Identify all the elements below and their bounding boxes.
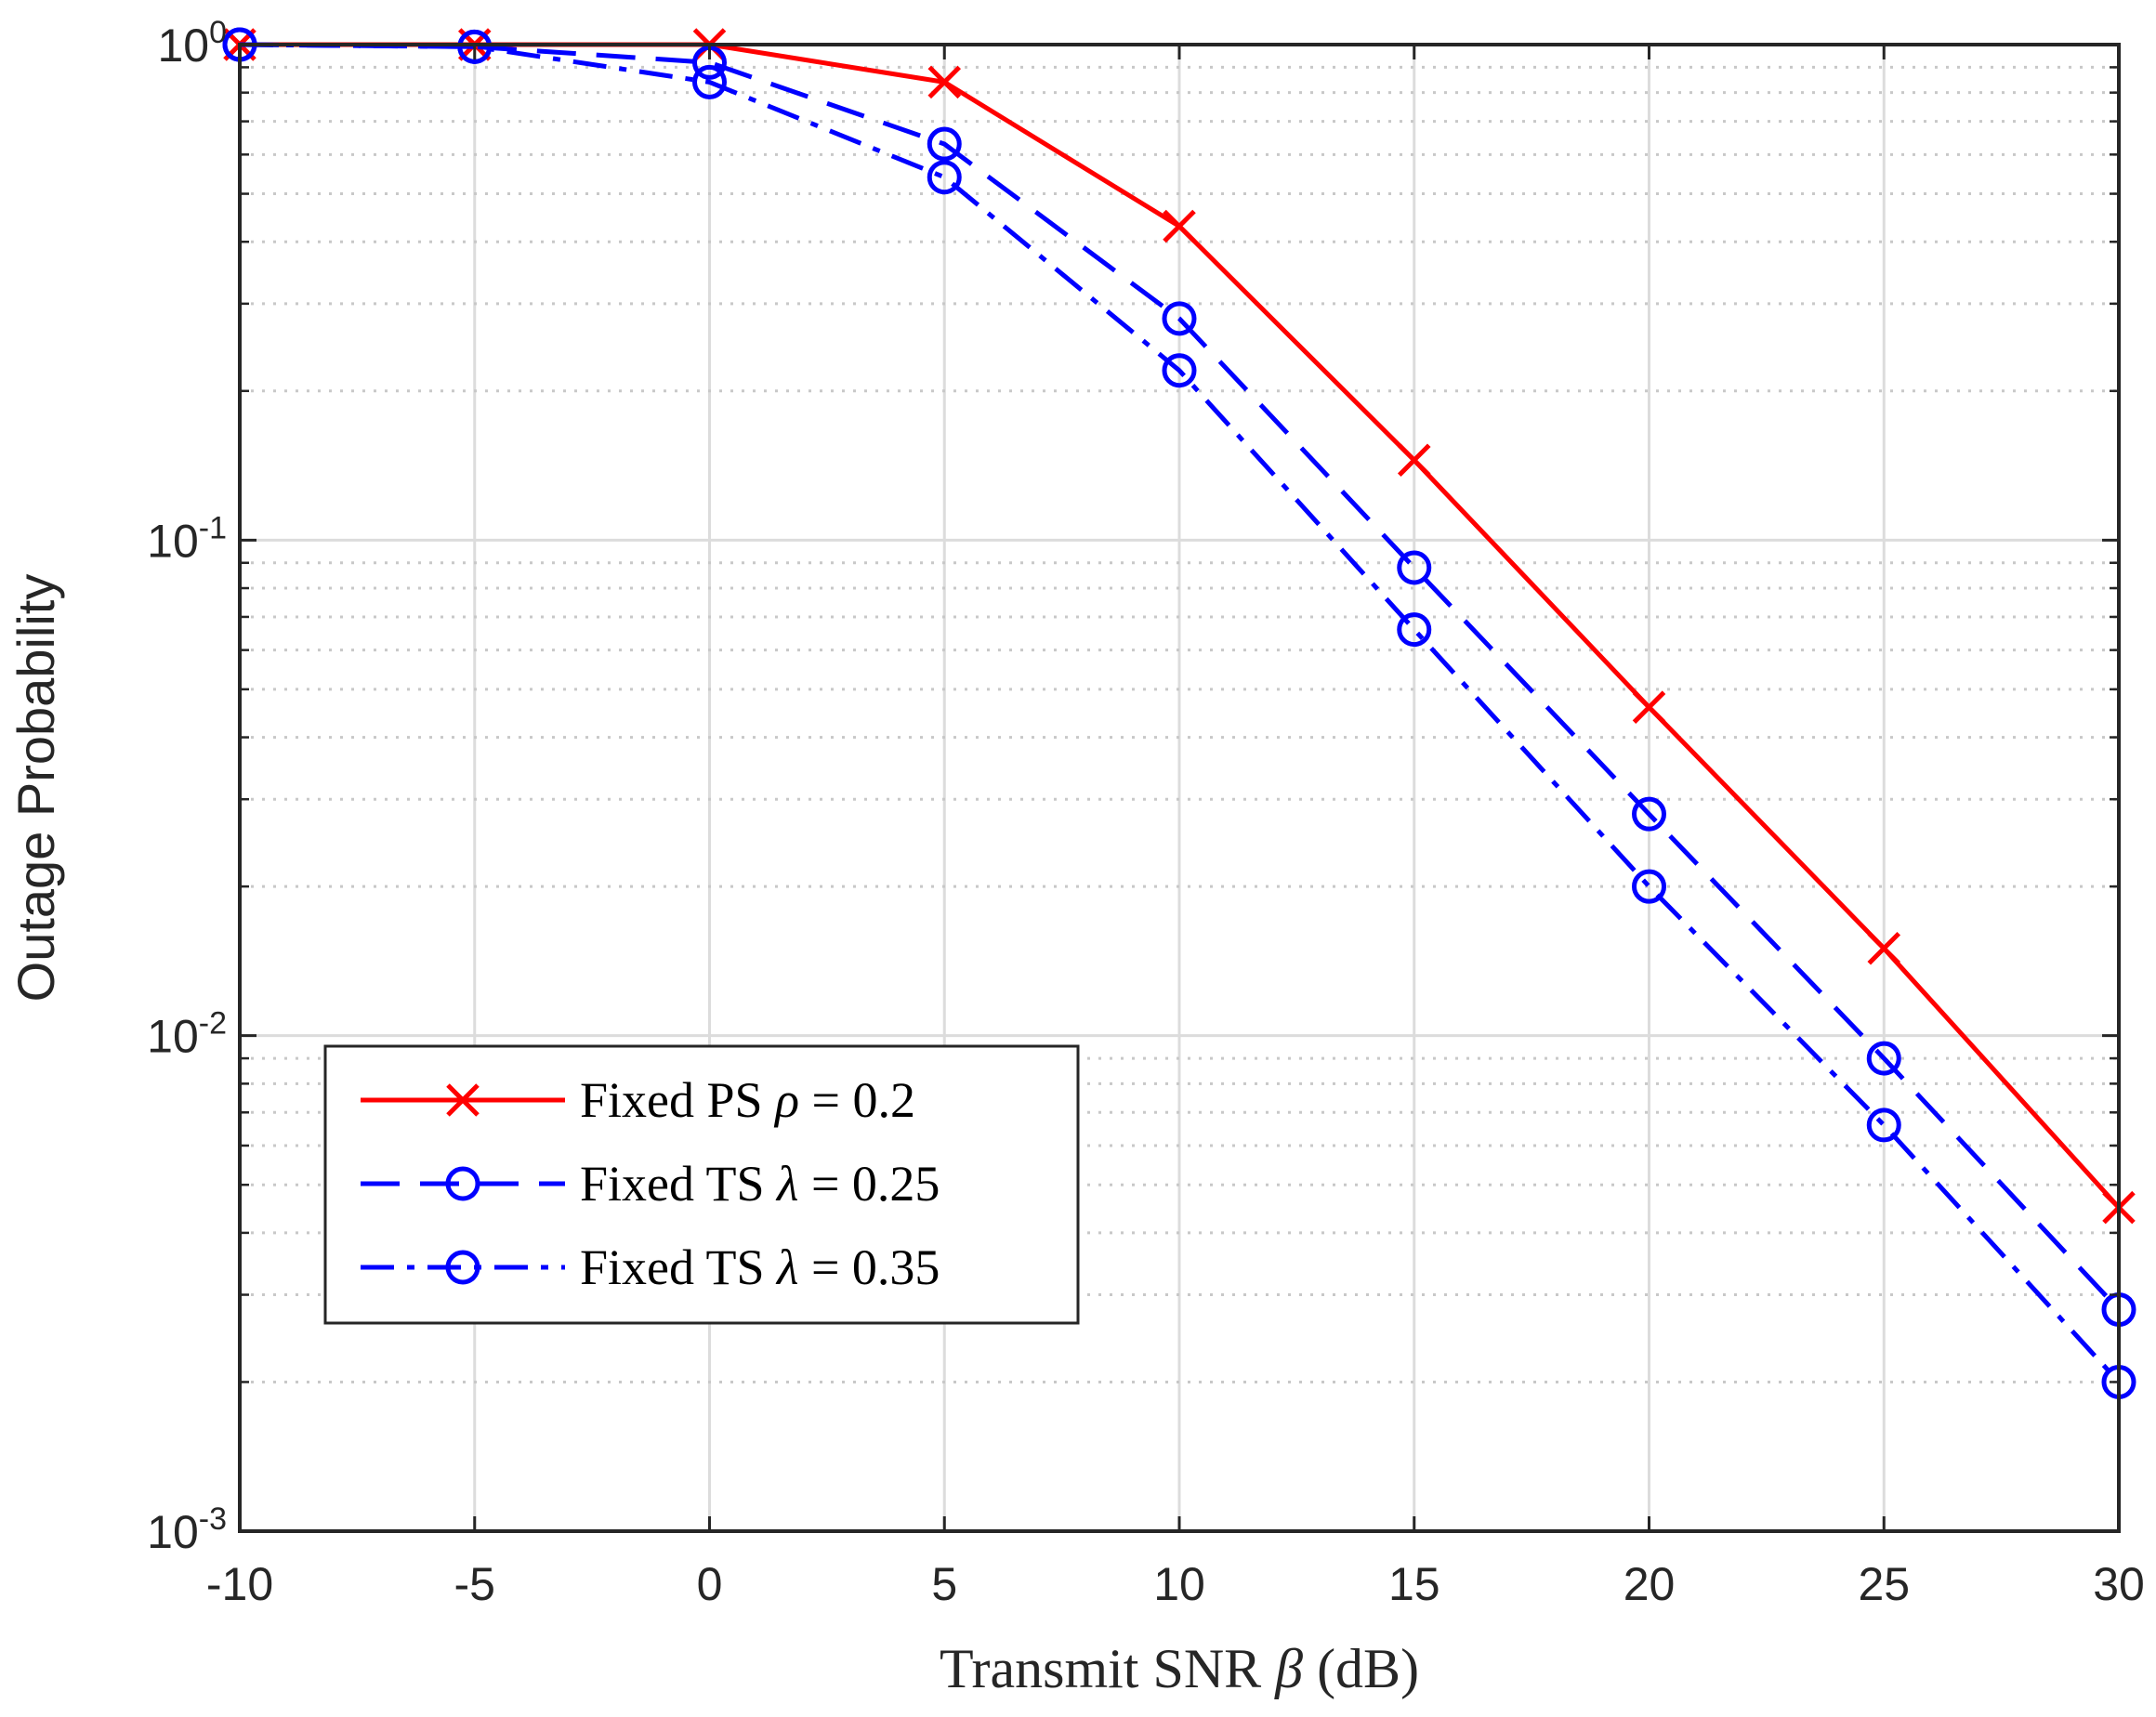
data-point-marker — [1632, 869, 1666, 904]
x-axis-title-prefix: Transmit SNR — [940, 1638, 1275, 1699]
legend-label-value: = 0.2 — [799, 1072, 915, 1128]
data-point-marker — [1866, 1041, 1901, 1076]
legend-label-symbol: ρ — [773, 1072, 799, 1128]
data-point-marker — [1632, 796, 1666, 832]
legend-marker — [445, 1166, 480, 1201]
y-axis-title: Outage Probability — [7, 574, 65, 1003]
legend-marker — [446, 1083, 480, 1117]
data-point-marker — [927, 65, 962, 99]
legend-label: Fixed TS λ = 0.35 — [580, 1239, 940, 1295]
data-point-marker — [1867, 931, 1901, 965]
legend-label-symbol: λ — [775, 1239, 798, 1295]
x-tick-label: 25 — [1858, 1558, 1910, 1610]
legend-label-symbol: λ — [775, 1156, 798, 1212]
legend-label-name: Fixed PS — [580, 1072, 775, 1128]
axis-ticks — [238, 43, 2121, 1533]
data-point-marker — [457, 29, 493, 64]
x-tick-label: 15 — [1388, 1558, 1440, 1610]
legend-label-value: = 0.25 — [798, 1156, 940, 1212]
series-line — [239, 42, 2121, 1312]
y-tick-exponent: 0 — [209, 15, 227, 50]
data-point-marker — [927, 126, 962, 162]
y-tick-base: 10 — [147, 515, 199, 567]
y-tick-exponent: -2 — [199, 1006, 227, 1042]
data-point-marker — [927, 160, 962, 195]
x-axis-title-symbol: β — [1274, 1638, 1303, 1699]
x-tick-label: 30 — [2093, 1558, 2145, 1610]
data-point-marker — [1866, 1108, 1901, 1143]
data-point-marker — [1163, 209, 1196, 243]
data-point-marker — [1162, 353, 1197, 388]
y-tick-label: 10-1 — [147, 510, 227, 567]
legend-label-name: Fixed TS — [580, 1239, 777, 1295]
x-tick-label: 10 — [1153, 1558, 1205, 1610]
legend-label: Fixed TS λ = 0.25 — [580, 1156, 940, 1212]
y-tick-label: 10-3 — [147, 1501, 227, 1558]
legend-label: Fixed PS ρ = 0.2 — [580, 1072, 915, 1128]
y-tick-exponent: -3 — [199, 1501, 227, 1537]
legend-label-name: Fixed TS — [580, 1156, 777, 1212]
data-point-marker — [1397, 612, 1432, 648]
x-tick-label: -5 — [454, 1558, 495, 1610]
legend-label-value: = 0.35 — [798, 1239, 940, 1295]
data-point-marker — [1632, 690, 1666, 724]
y-tick-base: 10 — [157, 20, 209, 72]
data-point-marker — [692, 64, 727, 99]
y-tick-base: 10 — [147, 1506, 199, 1558]
series-line — [239, 42, 2121, 1384]
data-point-marker — [1397, 550, 1432, 585]
data-point-marker — [1162, 301, 1197, 336]
data-point-marker — [1397, 443, 1431, 478]
y-tick-exponent: -1 — [199, 510, 227, 545]
x-axis-title: Transmit SNR β (dB) — [940, 1638, 1419, 1699]
x-tick-label: 0 — [697, 1558, 723, 1610]
x-axis-title-suffix: (dB) — [1303, 1638, 1419, 1699]
legend-marker — [445, 1250, 480, 1285]
x-tick-label: -10 — [206, 1558, 273, 1610]
x-tick-label: 5 — [931, 1558, 957, 1610]
y-tick-label: 10-2 — [147, 1006, 227, 1063]
y-tick-label: 100 — [157, 15, 227, 72]
x-tick-label: 20 — [1624, 1558, 1676, 1610]
y-tick-base: 10 — [147, 1011, 199, 1063]
